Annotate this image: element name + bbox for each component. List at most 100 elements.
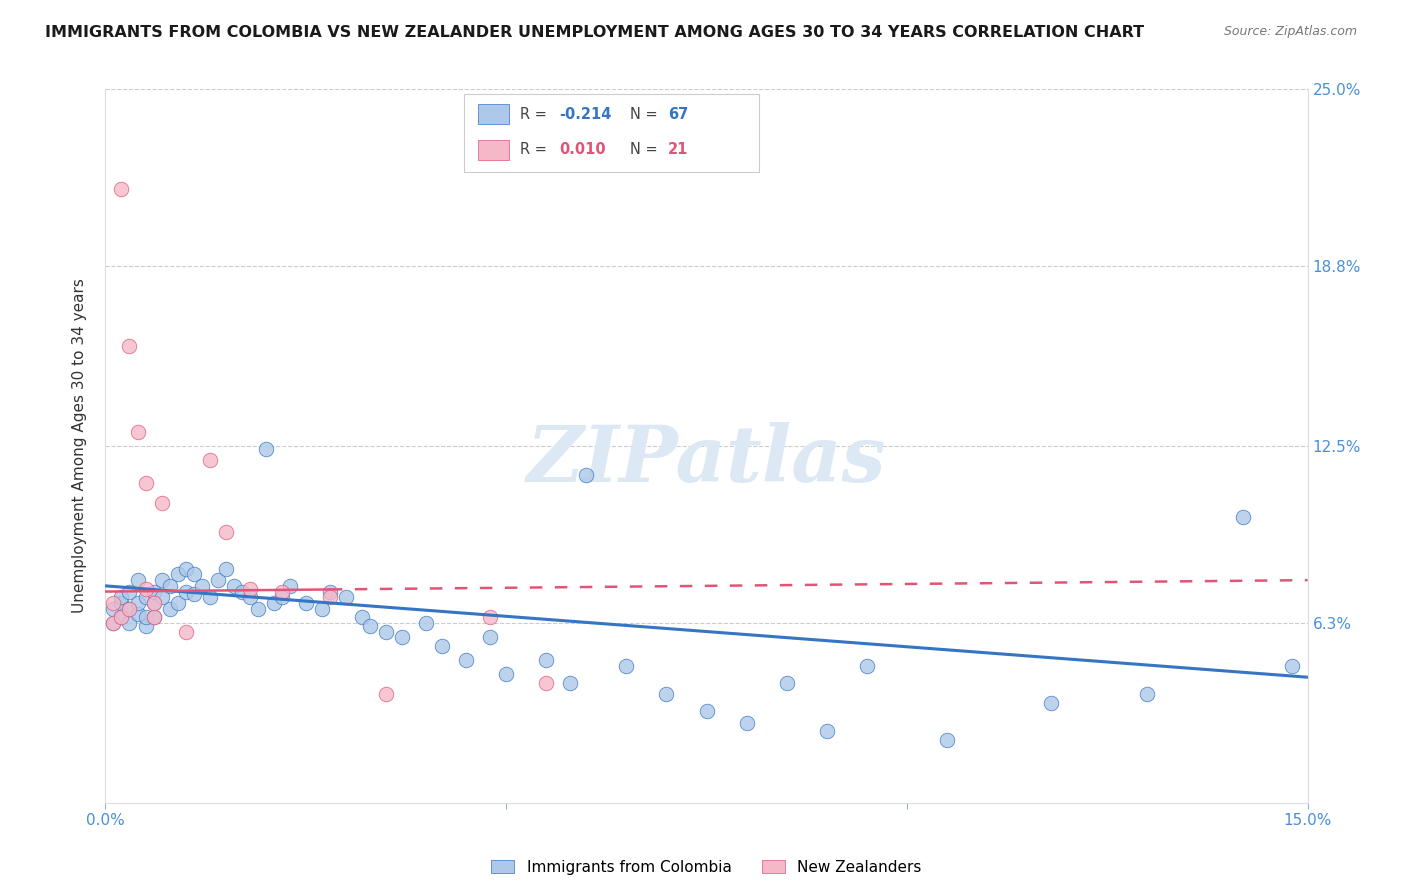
Point [335,591,357,605]
Point [430,639,453,653]
Point [198,453,221,467]
Point [150,496,173,510]
Point [118,601,141,615]
Point [159,601,181,615]
Point [374,624,398,639]
Point [166,596,188,610]
Point [183,587,205,601]
Point [239,591,262,605]
Point [110,596,132,610]
Point [135,476,157,491]
Point [350,610,373,624]
Point [142,596,165,610]
Point [174,624,197,639]
Point [319,591,342,605]
Point [127,425,149,439]
Point [254,442,277,456]
Point [118,584,141,599]
Point [311,601,333,615]
Point [263,596,285,610]
Point [142,610,165,624]
Point [246,601,269,615]
Point [391,630,413,644]
Text: Source: ZipAtlas.com: Source: ZipAtlas.com [1223,25,1357,38]
Point [1040,696,1063,710]
Point [103,615,125,630]
Point [616,658,638,673]
Text: -0.214: -0.214 [560,107,612,121]
Point [560,676,582,690]
Point [696,705,718,719]
Point [159,579,181,593]
Text: R =: R = [520,107,547,121]
Point [135,619,157,633]
Point [278,579,301,593]
Text: IMMIGRANTS FROM COLOMBIA VS NEW ZEALANDER UNEMPLOYMENT AMONG AGES 30 TO 34 YEARS: IMMIGRANTS FROM COLOMBIA VS NEW ZEALANDE… [45,25,1144,40]
Point [183,567,205,582]
Point [415,615,437,630]
Point [1136,687,1159,701]
Point [118,615,141,630]
Point [190,579,212,593]
Point [135,610,157,624]
Point [166,567,188,582]
Point [231,584,253,599]
Point [214,524,236,539]
Point [103,596,125,610]
Point [495,667,517,681]
Point [110,610,132,624]
Text: 67: 67 [668,107,688,121]
Point [142,596,165,610]
Point [454,653,477,667]
Point [936,733,959,747]
Text: ZIPatlas: ZIPatlas [527,422,886,499]
Point [735,715,758,730]
Point [135,582,157,596]
Text: R =: R = [520,143,547,157]
Point [135,591,157,605]
Point [1281,658,1303,673]
Legend: Immigrants from Colombia, New Zealanders: Immigrants from Colombia, New Zealanders [485,854,928,880]
Point [150,573,173,587]
Text: 21: 21 [668,143,688,157]
Point [103,601,125,615]
Point [110,591,132,605]
Point [198,591,221,605]
Point [359,619,381,633]
Point [479,610,502,624]
Point [110,610,132,624]
Point [103,615,125,630]
Point [270,591,292,605]
Point [534,676,557,690]
Point [575,467,598,482]
Point [479,630,502,644]
Point [127,607,149,622]
Point [118,601,141,615]
Point [214,562,236,576]
Point [142,584,165,599]
Point [1232,510,1254,524]
Point [319,584,342,599]
Point [295,596,318,610]
Text: N =: N = [630,143,658,157]
Point [239,582,262,596]
Point [855,658,877,673]
Point [374,687,398,701]
Point [815,724,838,739]
Point [142,610,165,624]
Point [150,591,173,605]
Point [776,676,799,690]
Point [270,584,292,599]
Point [174,584,197,599]
Text: N =: N = [630,107,658,121]
Text: 0.010: 0.010 [560,143,606,157]
Point [110,182,132,196]
Point [534,653,557,667]
Point [127,573,149,587]
Point [118,339,141,353]
Point [174,562,197,576]
Point [222,579,245,593]
Y-axis label: Unemployment Among Ages 30 to 34 years: Unemployment Among Ages 30 to 34 years [72,278,87,614]
Point [655,687,678,701]
Point [207,573,229,587]
